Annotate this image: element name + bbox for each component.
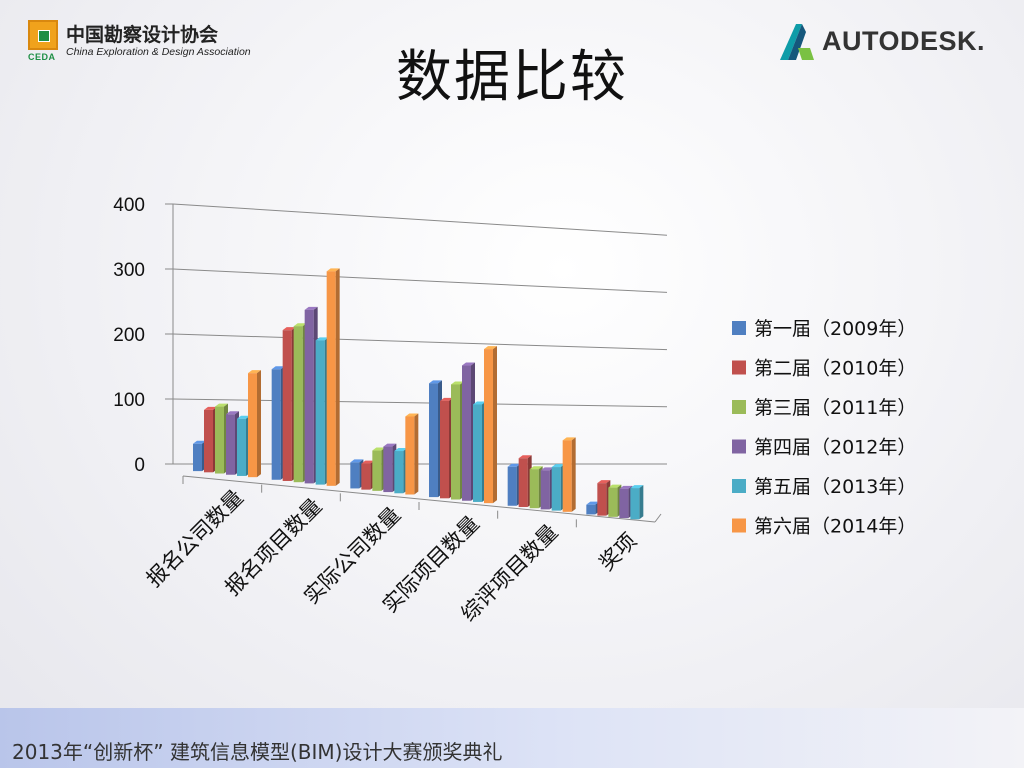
bar <box>248 370 261 478</box>
sponsor-name: AUTODESK. <box>822 26 986 56</box>
gridline <box>172 268 668 293</box>
legend-label: 第五届（2013年） <box>754 476 916 498</box>
bar <box>484 346 497 504</box>
ceda-emblem-icon <box>28 20 58 50</box>
gridline <box>172 333 668 351</box>
legend-item: 第五届（2013年） <box>732 476 916 498</box>
legend-item: 第二届（2010年） <box>732 358 916 380</box>
y-tick-label: 200 <box>113 325 145 346</box>
legend: 第一届（2009年） 第二届（2010年） 第三届（2011年） 第四届（2012年）… <box>732 318 916 538</box>
legend-swatch <box>732 400 746 414</box>
bar <box>562 437 576 512</box>
legend-label: 第一届（2009年） <box>754 318 916 340</box>
legend-item: 第六届（2014年） <box>732 516 916 538</box>
autodesk-logo: AUTODESK. <box>776 22 1006 62</box>
org-name-en: China Exploration & Design Association <box>66 46 251 58</box>
org-name-cn: 中国勘察设计协会 <box>66 24 219 46</box>
floor-edge <box>654 513 662 523</box>
y-tick-label: 0 <box>134 455 145 476</box>
autodesk-emblem-icon <box>780 24 814 60</box>
y-tick-label: 100 <box>113 390 145 411</box>
ceda-logo: CEDA 中国勘察设计协会 China Exploration & Design… <box>28 18 258 64</box>
legend-swatch <box>732 321 746 335</box>
legend-item: 第一届（2009年） <box>732 318 916 340</box>
page-title: 数据比较 <box>396 45 628 110</box>
legend-label: 第四届（2012年） <box>754 437 916 459</box>
label-layer: 0100200300400报名公司数量报名项目数量实际公司数量实际项目数量综评项… <box>113 195 641 626</box>
gridline <box>172 398 668 408</box>
legend-swatch <box>732 360 746 375</box>
legend-swatch <box>732 439 746 454</box>
bar <box>326 268 340 486</box>
legend-label: 第三届（2011年） <box>754 397 916 419</box>
bar-layer <box>193 268 644 520</box>
bar <box>405 413 419 495</box>
gridline <box>172 203 668 236</box>
legend-swatch <box>732 518 746 533</box>
bar-chart: 0100200300400报名公司数量报名项目数量实际公司数量实际项目数量综评项… <box>113 195 916 626</box>
category-label: 奖项 <box>595 529 642 576</box>
legend-label: 第六届（2014年） <box>754 516 916 538</box>
x-axis <box>182 475 656 523</box>
legend-label: 第二届（2010年） <box>754 358 916 380</box>
legend-swatch <box>732 479 746 493</box>
footer-band: 2013年“创新杯” 建筑信息模型(BIM)设计大赛颁奖典礼 <box>0 708 1024 768</box>
y-tick-label: 400 <box>113 195 145 216</box>
y-tick-label: 300 <box>113 260 145 281</box>
bar <box>630 485 644 520</box>
legend-item: 第四届（2012年） <box>732 437 916 459</box>
footer-text: 2013年“创新杯” 建筑信息模型(BIM)设计大赛颁奖典礼 <box>12 740 503 764</box>
ceda-abbr: CEDA <box>28 52 56 62</box>
legend-item: 第三届（2011年） <box>732 397 916 419</box>
